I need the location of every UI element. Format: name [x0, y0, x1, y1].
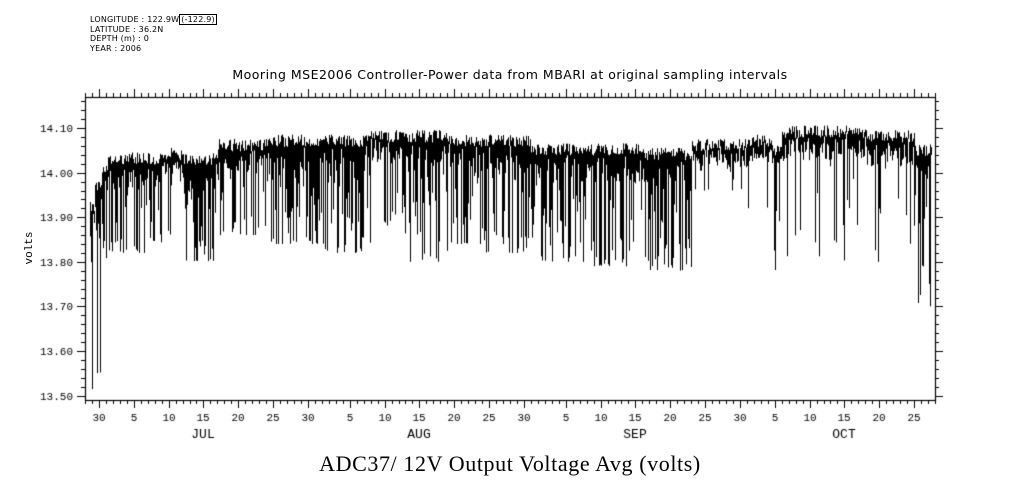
latitude-line: LATITUDE : 36.2N [90, 24, 164, 34]
longitude-label: LONGITUDE : [90, 15, 145, 24]
bottom-axis-title: ADC37/ 12V Output Voltage Avg (volts) [319, 451, 701, 476]
longitude-alt-value: (-122.9) [179, 14, 217, 25]
station-metadata: LONGITUDE :122.9W (-122.9) LATITUDE : 36.… [90, 14, 217, 53]
depth-line: DEPTH (m) : 0 [90, 34, 149, 43]
year-line: YEAR : 2006 [90, 43, 142, 53]
y-axis-label: volts [24, 231, 36, 265]
longitude-value: 122.9W [147, 15, 180, 24]
longitude-line: LONGITUDE :122.9W (-122.9) [90, 14, 217, 25]
chart-title: Mooring MSE2006 Controller-Power data fr… [232, 67, 788, 82]
